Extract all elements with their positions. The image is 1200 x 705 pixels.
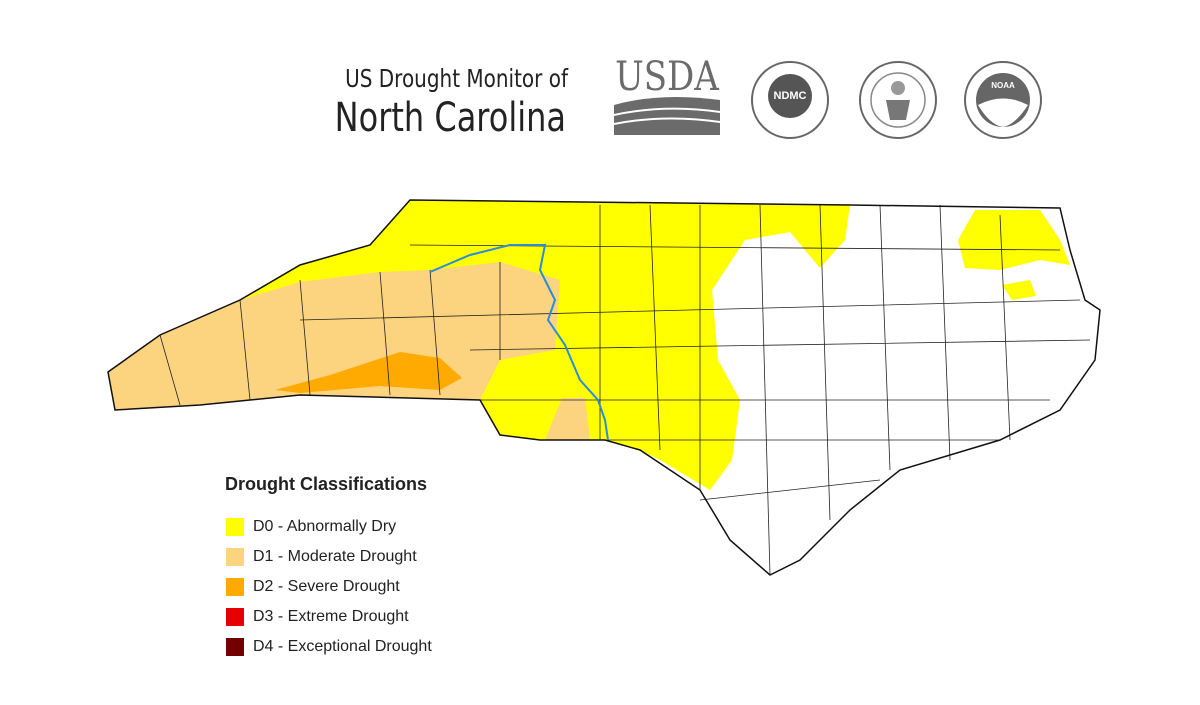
legend-swatch (226, 518, 244, 536)
legend-label: D3 - Extreme Drought (253, 608, 409, 625)
noaa-logo: NOAA (964, 61, 1042, 139)
nc-map (107, 199, 1101, 576)
seal-eagle (891, 81, 905, 95)
ndmc-text: NDMC (774, 90, 807, 102)
usda-text: USDA (615, 54, 720, 100)
ndmc-logo: NDMC (751, 61, 829, 139)
legend-label: D0 - Abnormally Dry (253, 518, 396, 535)
state-outline (107, 199, 1101, 576)
commerce-seal (859, 61, 937, 139)
d1-area (545, 398, 590, 440)
legend-swatch (226, 578, 244, 596)
legend: D0 - Abnormally Dry D1 - Moderate Drought… (226, 518, 432, 656)
usda-shape (614, 96, 720, 135)
legend-swatch (226, 548, 244, 566)
legend-label: D1 - Moderate Drought (253, 548, 417, 565)
noaa-bird (978, 98, 1028, 127)
continental-divide (429, 244, 609, 441)
d0-area (1002, 280, 1036, 300)
county-lines (159, 204, 1091, 576)
legend-swatch (226, 638, 244, 656)
legend-label: D4 - Exceptional Drought (253, 638, 432, 655)
legend-swatch (226, 608, 244, 626)
title: North Carolina (335, 93, 566, 140)
d0-area (958, 210, 1070, 270)
usda-stripes (613, 107, 721, 125)
subtitle: US Drought Monitor of (345, 65, 569, 94)
legend-label: D2 - Severe Drought (253, 578, 400, 595)
ndmc-core (768, 74, 812, 118)
d2-area (275, 352, 462, 393)
legend-title: Drought Classifications (225, 474, 427, 494)
usda-logo: USDA (613, 54, 721, 135)
noaa-text: NOAA (991, 81, 1015, 90)
seal-inner (870, 72, 926, 128)
seal-shield (886, 100, 910, 120)
